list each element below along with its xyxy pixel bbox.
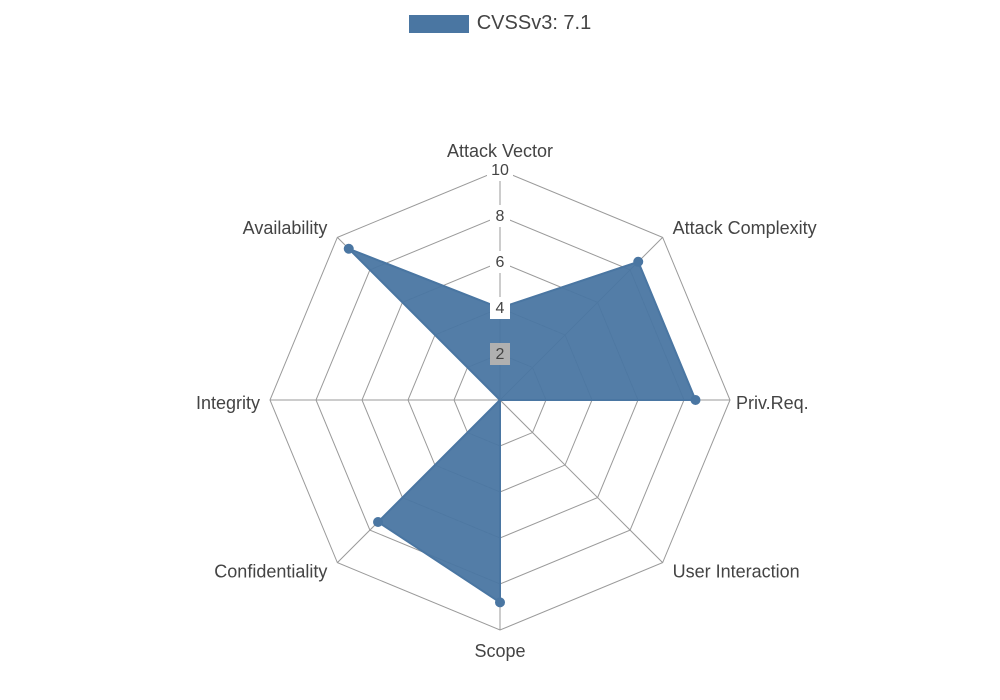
tick-label: 10 — [491, 162, 509, 179]
series-marker — [373, 517, 383, 527]
axis-label: Attack Complexity — [673, 218, 817, 238]
radar-chart: 2 4 6 8 10Attack Vector Attack Complexity Priv… — [0, 0, 1000, 700]
series-marker — [344, 244, 354, 254]
series-marker — [495, 597, 505, 607]
chart-legend: CVSSv3: 7.1 — [0, 12, 1000, 38]
axis-label: User Interaction — [673, 561, 800, 581]
tick-label: 8 — [496, 208, 505, 225]
legend-label: CVSSv3: 7.1 — [477, 12, 592, 35]
grid-spoke — [500, 400, 663, 563]
axis-label: Integrity — [196, 393, 260, 413]
series-area — [349, 249, 696, 603]
series-marker — [633, 257, 643, 267]
axis-label: Priv.Req. — [736, 393, 809, 413]
axis-label: Confidentiality — [214, 561, 327, 581]
axis-label: Attack Vector — [447, 141, 553, 161]
legend-swatch — [409, 15, 469, 33]
series-marker — [691, 395, 701, 405]
axis-label: Availability — [243, 218, 328, 238]
tick-label: 4 — [496, 300, 505, 317]
tick-label: 6 — [496, 254, 505, 271]
axis-label: Scope — [474, 641, 525, 661]
tick-label: 2 — [496, 346, 505, 363]
